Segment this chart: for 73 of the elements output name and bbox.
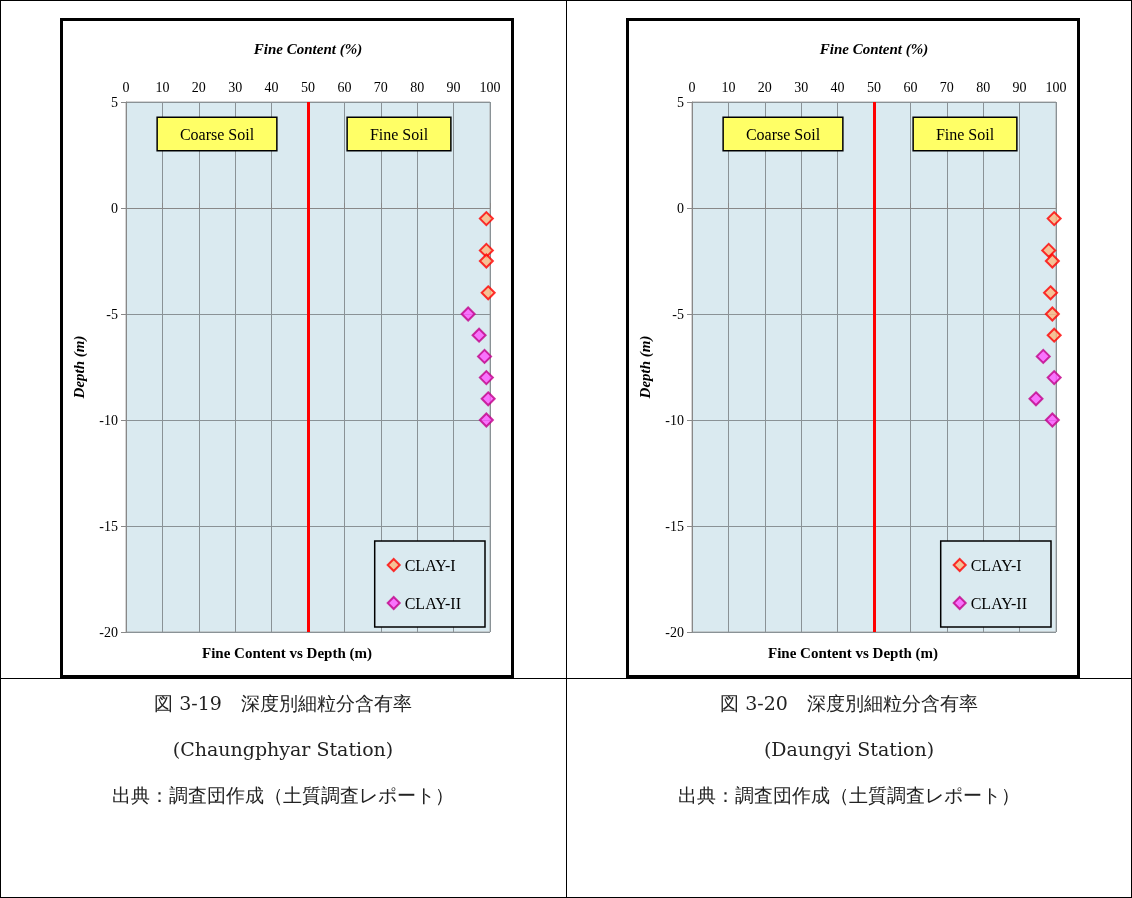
- point: [480, 391, 496, 407]
- point: [1043, 285, 1059, 301]
- x-tick-label: 20: [757, 79, 772, 95]
- x-tick-label: 90: [446, 79, 461, 95]
- legend-label: CLAY-II: [970, 594, 1027, 612]
- y-tick-label: -20: [665, 624, 684, 640]
- point: [1041, 242, 1057, 258]
- y-tick-label: 0: [111, 200, 118, 216]
- point: [1044, 412, 1060, 428]
- x-tick-label: 70: [939, 79, 954, 95]
- point: [1044, 306, 1060, 322]
- x-tick-label: 0: [122, 79, 130, 95]
- point: [1044, 253, 1060, 269]
- x-tick-label: 30: [228, 79, 243, 95]
- y-tick-label: -20: [99, 624, 118, 640]
- annotation: Coarse Soil: [745, 125, 821, 143]
- y-tick-label: 5: [111, 94, 118, 110]
- y-tick-label: -10: [665, 412, 684, 428]
- legend-label: CLAY-I: [404, 556, 456, 574]
- point: [471, 327, 487, 343]
- x-axis-title: Fine Content (%): [818, 40, 929, 58]
- x-tick-label: 10: [721, 79, 736, 95]
- x-tick-label: 0: [688, 79, 696, 95]
- point: [478, 412, 494, 428]
- legend-label: CLAY-II: [404, 594, 461, 612]
- point: [480, 285, 496, 301]
- x-tick-label: 30: [794, 79, 809, 95]
- point: [460, 306, 476, 322]
- x-tick-label: 10: [155, 79, 170, 95]
- point: [1035, 348, 1051, 364]
- y-tick-label: 0: [677, 200, 684, 216]
- x-tick-label: 20: [191, 79, 206, 95]
- annotation: Fine Soil: [369, 125, 429, 143]
- text: (Chaungphyar Station): [171, 737, 395, 762]
- legend-label: CLAY-I: [970, 556, 1022, 574]
- x-tick-label: 80: [976, 79, 991, 95]
- text: Fine Content vs Depth (m): [768, 644, 938, 662]
- x-tick-label: 40: [830, 79, 845, 95]
- x-tick-label: 50: [301, 79, 315, 95]
- point: [477, 348, 493, 364]
- y-tick-label: 5: [677, 94, 684, 110]
- x-tick-label: 40: [264, 79, 279, 95]
- x-tick-label: 90: [1012, 79, 1027, 95]
- x-tick-label: 100: [1045, 79, 1067, 95]
- caption: 図 3-20 深度別細粒分含有率: [719, 691, 979, 716]
- annotation: Fine Soil: [935, 125, 995, 143]
- y-tick-label: -15: [665, 518, 684, 534]
- x-tick-label: 60: [903, 79, 918, 95]
- point: [478, 211, 494, 227]
- source-note: 出典：調査団作成（土質調査レポート）: [677, 783, 1021, 808]
- y-axis-title: Depth (m): [636, 335, 654, 400]
- point: [1046, 211, 1062, 227]
- text: (Daungyi Station): [762, 737, 936, 762]
- y-tick-label: -10: [99, 412, 118, 428]
- x-tick-label: 80: [410, 79, 425, 95]
- point: [1046, 327, 1062, 343]
- x-axis-title: Fine Content (%): [252, 40, 363, 58]
- point: [478, 370, 494, 386]
- x-tick-label: 50: [867, 79, 881, 95]
- y-tick-label: -5: [672, 306, 684, 322]
- point: [1046, 370, 1062, 386]
- x-tick-label: 60: [337, 79, 352, 95]
- y-tick-label: -15: [99, 518, 118, 534]
- annotation: Coarse Soil: [179, 125, 255, 143]
- source-note: 出典：調査団作成（土質調査レポート）: [111, 783, 455, 808]
- y-tick-label: -5: [106, 306, 118, 322]
- point: [478, 253, 494, 269]
- y-axis-title: Depth (m): [70, 335, 88, 400]
- caption: 図 3-19 深度別細粒分含有率: [153, 691, 413, 716]
- text: Fine Content vs Depth (m): [202, 644, 372, 662]
- x-tick-label: 100: [479, 79, 501, 95]
- point: [1028, 391, 1044, 407]
- x-tick-label: 70: [373, 79, 388, 95]
